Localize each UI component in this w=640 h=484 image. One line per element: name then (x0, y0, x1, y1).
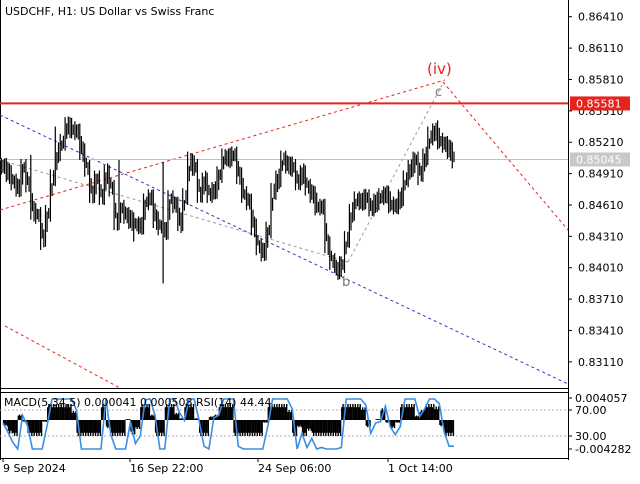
time-tick-label: 1 Oct 14:00 (388, 462, 453, 475)
rsi-line (2, 398, 454, 452)
price-tick-label: 0.86410 (578, 11, 624, 24)
price-tick-label: 0.84610 (578, 199, 624, 212)
price-tick-label: 0.83110 (578, 356, 624, 369)
chart-symbol-label: USDCHF, H1: US Dollar vs Swiss Franc (5, 5, 214, 18)
projection-red-dotted (442, 81, 569, 231)
price-tick-label: 0.83710 (578, 293, 624, 306)
price-tick-label: 0.84910 (578, 168, 624, 181)
wave-label-iv: (iv) (427, 60, 452, 78)
channel-lower-red-dotted (4, 325, 121, 389)
price-tick-label: 0.83410 (578, 324, 624, 337)
price-tick-label: 0.85210 (578, 136, 624, 149)
price-tick-label: 0.84310 (578, 230, 624, 243)
time-axis: 9 Sep 2024 16 Sep 22:00 24 Sep 06:00 1 Oct … (2, 458, 453, 475)
current-price-label: 0.85045 (576, 153, 622, 166)
channel-upper-red-dotted (0, 79, 446, 211)
wave-labels: (iv) c b (342, 60, 452, 290)
indicator-label: MACD(5,34,5) 0.000041 0.000508 RSI(14) 4… (4, 396, 271, 409)
resistance-price-tag (570, 96, 630, 111)
time-tick-label: 24 Sep 06:00 (258, 462, 331, 475)
price-axis: 0.864100.861100.858100.855100.852100.849… (568, 11, 630, 369)
price-tick-label: 0.85810 (578, 73, 624, 86)
main-frame (0, 0, 569, 460)
wave-grey-dotted-a (0, 159, 349, 263)
time-tick-label: 16 Sep 22:00 (130, 462, 203, 475)
indicator-tick-label: 70.00 (575, 404, 607, 417)
time-tick-label: 9 Sep 2024 (3, 462, 66, 475)
price-tick-label: 0.84010 (578, 262, 624, 275)
price-series (0, 116, 455, 284)
price-tick-label: 0.86110 (578, 42, 624, 55)
indicator-tick-label: 30.00 (575, 430, 607, 443)
indicator-tick-label: 0.004057 (575, 392, 628, 405)
wave-label-c: c (435, 85, 442, 100)
current-price-tag (570, 152, 630, 167)
indicator-tick-label: -0.004282 (575, 443, 631, 456)
resistance-price-label: 0.85581 (576, 97, 622, 110)
wave-label-b: b (342, 275, 350, 290)
